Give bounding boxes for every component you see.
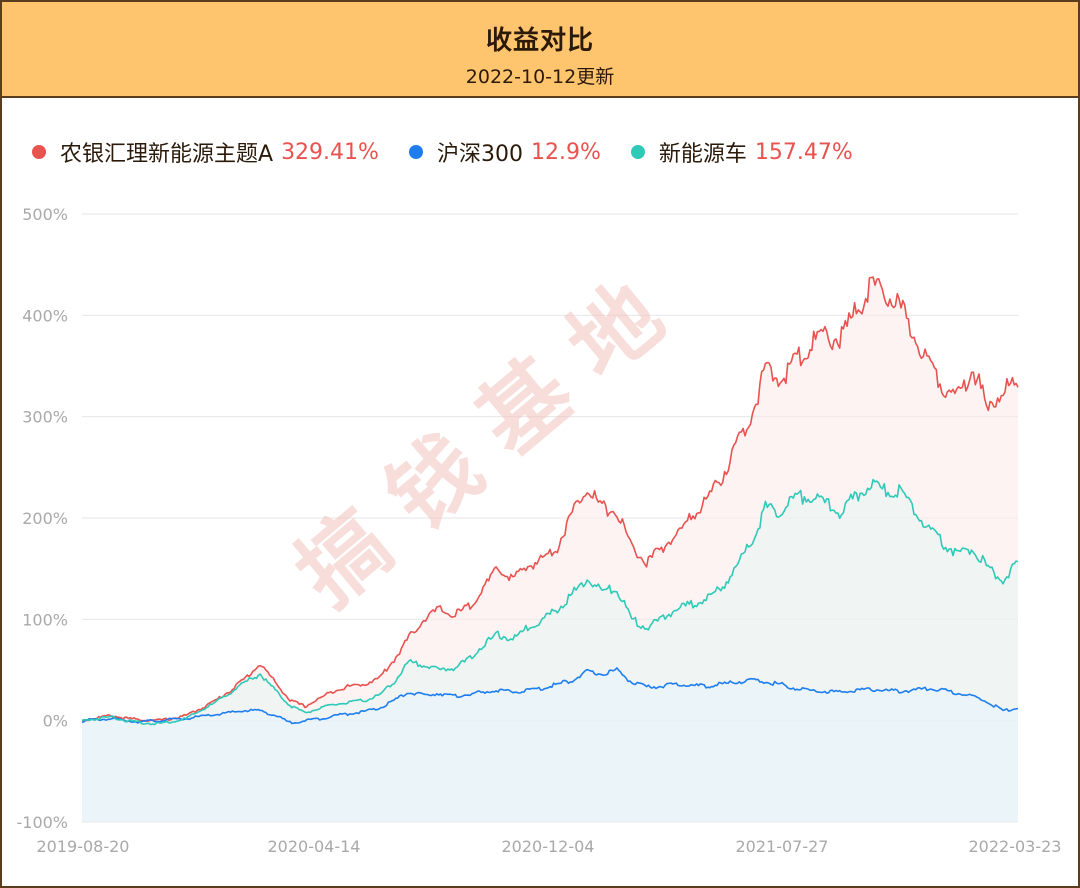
legend-item-nev[interactable]: 新能源车 157.47% bbox=[630, 136, 853, 168]
legend-item-hs300[interactable]: 沪深300 12.9% bbox=[408, 136, 601, 168]
series-line[interactable] bbox=[81, 276, 1019, 723]
y-tick-label: 200% bbox=[22, 509, 68, 528]
legend-name-nev: 新能源车 bbox=[658, 142, 747, 167]
chart-title: 收益对比 bbox=[485, 26, 594, 56]
legend: 农银汇理新能源主题A 329.41% 沪深300 12.9% 新能源车 157.… bbox=[32, 136, 883, 168]
x-tick-label: 2020-12-04 bbox=[502, 837, 595, 856]
x-tick-label: 2020-04-14 bbox=[268, 837, 361, 856]
x-tick-label: 2022-03-23 bbox=[969, 837, 1062, 856]
x-tick-label: 2019-08-20 bbox=[37, 837, 130, 856]
series-area bbox=[82, 667, 1018, 822]
legend-item-fund[interactable]: 农银汇理新能源主题A 329.41% bbox=[32, 136, 379, 168]
y-tick-label: 300% bbox=[22, 408, 68, 427]
y-tick-label: 400% bbox=[22, 306, 68, 325]
legend-dot-fund bbox=[32, 145, 46, 159]
x-axis-ticks: 2019-08-20 2020-04-14 2020-12-04 2021-07-27… bbox=[37, 837, 1062, 856]
legend-name-hs300: 沪深300 bbox=[436, 142, 523, 167]
y-tick-label: 100% bbox=[22, 610, 68, 629]
y-tick-label: 500% bbox=[22, 205, 68, 224]
header-banner: 收益对比 2022-10-12更新 bbox=[2, 2, 1078, 98]
y-tick-label: -100% bbox=[16, 813, 68, 832]
series-lines bbox=[81, 276, 1019, 726]
legend-name-fund: 农银汇理新能源主题A bbox=[60, 142, 274, 167]
y-tick-label: 0% bbox=[43, 712, 68, 731]
x-tick-label: 2021-07-27 bbox=[736, 837, 829, 856]
update-date: 2022-10-12更新 bbox=[465, 66, 615, 88]
legend-value-nev: 157.47% bbox=[754, 139, 853, 165]
legend-dot-hs300 bbox=[408, 145, 423, 159]
legend-value-fund: 329.41% bbox=[281, 139, 379, 165]
series-areas bbox=[82, 277, 1018, 823]
y-axis-ticks: 500% 400% 300% 200% 100% 0% -100% bbox=[16, 205, 68, 832]
legend-value-hs300: 12.9% bbox=[530, 139, 601, 165]
legend-dot-nev bbox=[630, 145, 645, 159]
series-line[interactable] bbox=[81, 478, 1019, 726]
series-line[interactable] bbox=[81, 667, 1019, 725]
